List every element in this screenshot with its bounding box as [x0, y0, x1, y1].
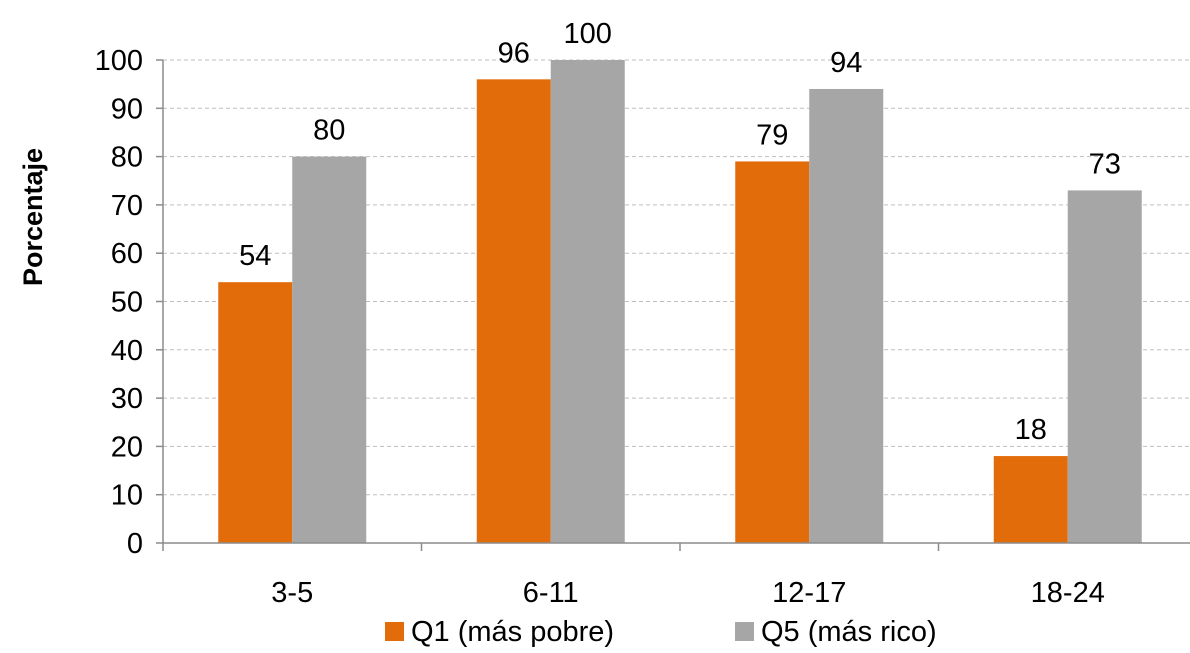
- data-label: 79: [756, 119, 788, 151]
- bar-q5-18-24: [1067, 190, 1142, 543]
- bar-q1-6-11: [476, 79, 551, 543]
- y-tick-label: 0: [127, 528, 143, 560]
- legend-label: Q1 (más pobre): [411, 616, 614, 648]
- data-label: 18: [1015, 414, 1047, 446]
- y-axis-title: Porcentaje: [18, 148, 48, 286]
- y-tick-label: 60: [111, 238, 143, 270]
- x-tick-label: 18-24: [1031, 577, 1105, 609]
- y-tick-label: 30: [111, 383, 143, 415]
- x-tick-label: 3-5: [271, 577, 313, 609]
- data-label: 94: [830, 47, 862, 79]
- y-tick-label: 10: [111, 480, 143, 512]
- y-tick-label: 20: [111, 431, 143, 463]
- y-tick-label: 40: [111, 335, 143, 367]
- bars: [218, 60, 1142, 543]
- bar-q1-12-17: [735, 161, 810, 543]
- axes: 0 10 20 30 40 50 60 70 80 90 100 3-5 6-11 12-17 18-24: [95, 45, 1190, 609]
- bar-q5-6-11: [550, 60, 625, 543]
- data-label: 96: [498, 37, 530, 69]
- legend-swatch: [385, 622, 404, 641]
- data-labels: 54 80 96 100 79 94 18 73: [239, 18, 1121, 446]
- y-tick-label: 80: [111, 142, 143, 174]
- data-label: 54: [239, 240, 271, 272]
- bar-q5-3-5: [292, 156, 367, 543]
- y-tick-label: 90: [111, 93, 143, 125]
- data-label: 100: [564, 18, 612, 50]
- bar-q5-12-17: [809, 88, 884, 543]
- legend: Q1 (más pobre) Q5 (más rico): [385, 616, 937, 648]
- x-tick-label: 12-17: [772, 577, 846, 609]
- data-label: 80: [313, 115, 345, 147]
- legend-swatch: [735, 622, 754, 641]
- legend-label: Q5 (más rico): [761, 616, 937, 648]
- y-tick-label: 50: [111, 287, 143, 319]
- x-tick-label: 6-11: [523, 577, 579, 609]
- bar-q1-18-24: [993, 456, 1068, 543]
- y-tick-label: 70: [111, 190, 143, 222]
- data-label: 73: [1089, 148, 1121, 180]
- bar-q1-3-5: [218, 282, 293, 543]
- y-tick-label: 100: [95, 45, 143, 77]
